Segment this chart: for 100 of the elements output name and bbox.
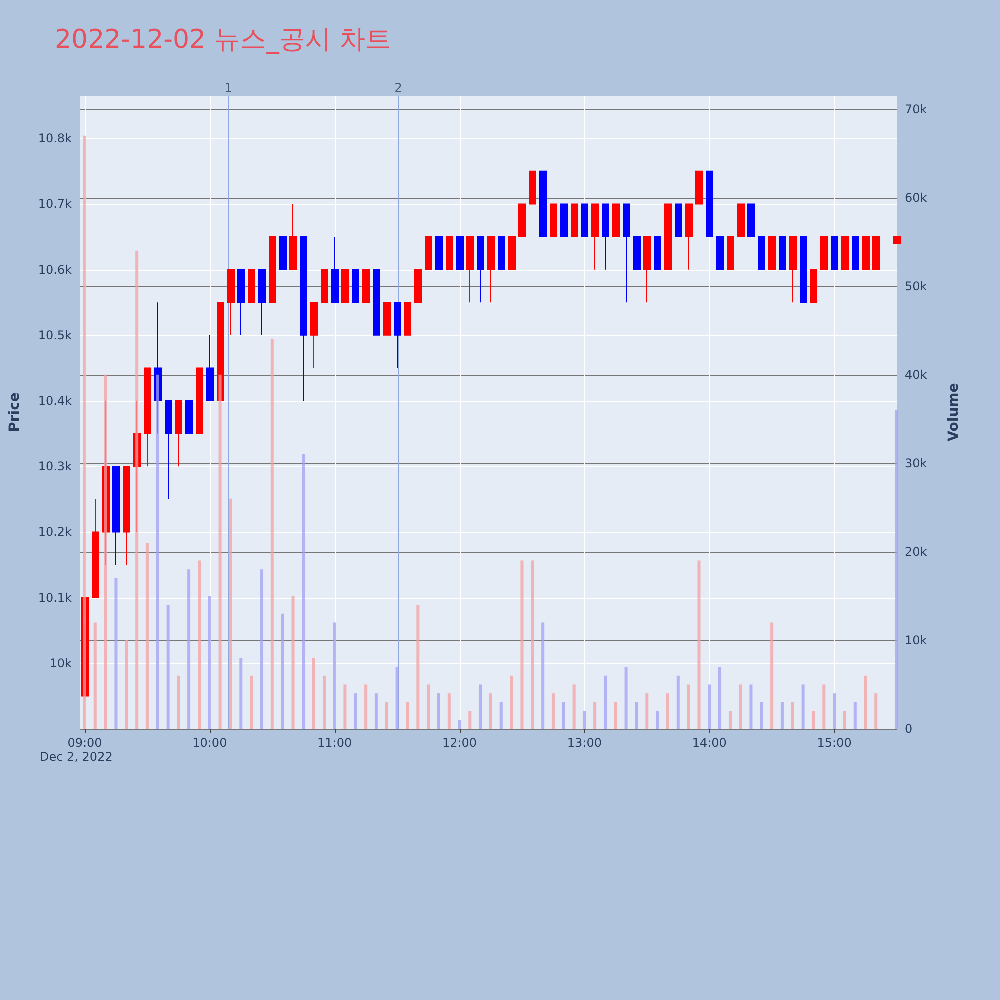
x-tick-label: 10:00	[192, 736, 228, 750]
bar	[812, 711, 816, 729]
bar	[594, 702, 597, 729]
bar	[229, 498, 232, 729]
x-tick-label: 15:00	[817, 736, 852, 750]
candlestick	[716, 236, 724, 270]
y-tick-label: 10.1k	[38, 590, 72, 605]
bar	[510, 676, 514, 729]
candlestick	[425, 236, 432, 270]
bar	[468, 711, 472, 729]
x-tick-label: 13:00	[567, 736, 602, 750]
candlestick	[446, 236, 453, 270]
bar	[646, 694, 649, 729]
bar	[385, 702, 388, 729]
bar	[780, 702, 784, 729]
bar	[292, 596, 295, 729]
y-tick-label: 10.2k	[38, 525, 72, 540]
y2-tick-label: 30k	[905, 456, 928, 470]
bar	[354, 694, 358, 729]
bar	[624, 667, 628, 729]
bar	[83, 136, 86, 729]
bar	[635, 702, 638, 729]
bar	[698, 560, 701, 729]
candlestick	[352, 269, 359, 304]
bar	[218, 374, 222, 729]
bar	[322, 676, 326, 729]
bar	[125, 640, 128, 729]
candlestick	[654, 236, 661, 270]
candlestick	[185, 400, 193, 434]
candlestick	[612, 204, 620, 238]
candlestick	[466, 236, 474, 304]
bar	[583, 711, 586, 729]
bar	[520, 560, 524, 729]
candlestick	[591, 204, 599, 270]
candlestick	[175, 400, 182, 468]
bar	[500, 702, 503, 729]
y2-axis-title: Volume	[946, 383, 962, 442]
bar	[770, 622, 774, 729]
candlestick	[237, 269, 245, 336]
bar	[843, 711, 846, 729]
bar	[302, 454, 306, 729]
y-tick-label: 10.6k	[38, 262, 72, 277]
bar	[364, 684, 368, 729]
chart-title: 2022-12-02 뉴스_공시 차트	[55, 25, 392, 55]
bar	[240, 658, 243, 729]
candlestick	[862, 236, 870, 270]
candlestick	[279, 236, 287, 270]
candlestick	[852, 236, 859, 270]
candlestick	[747, 204, 755, 238]
bar	[896, 410, 898, 729]
y2-tick-label: 50k	[905, 279, 928, 294]
y-tick-label: 10.7k	[38, 197, 72, 212]
bar	[614, 702, 618, 729]
candlestick	[144, 368, 151, 468]
candlestick	[331, 236, 339, 304]
candlestick	[248, 269, 255, 304]
candlestick	[779, 236, 786, 270]
x-tick-label: 12:00	[442, 736, 478, 750]
bar	[188, 570, 191, 729]
candlestick	[487, 236, 495, 304]
bar	[208, 596, 212, 729]
candlestick	[643, 236, 651, 304]
candlestick	[560, 204, 568, 238]
bar	[312, 658, 316, 729]
candlestick	[789, 236, 797, 304]
candlestick	[539, 170, 547, 238]
bar	[874, 694, 878, 729]
bar	[791, 702, 794, 729]
y2-tick-label: 70k	[905, 102, 928, 116]
candlestick	[685, 204, 693, 270]
candlestick	[269, 236, 276, 304]
y-tick-label: 10.5k	[38, 328, 72, 342]
y-tick-label: 10.8k	[38, 132, 72, 146]
bar	[562, 702, 566, 729]
bar	[270, 339, 274, 729]
candlestick	[675, 204, 682, 238]
bar	[114, 578, 118, 729]
text: Dec 2, 2022	[40, 750, 113, 764]
bar	[604, 676, 608, 729]
candlestick	[404, 302, 411, 336]
bar	[260, 570, 264, 729]
candlestick	[518, 204, 526, 238]
candlestick	[571, 204, 578, 238]
candlestick	[477, 236, 484, 304]
candlestick	[92, 498, 99, 598]
candlestick	[456, 236, 464, 270]
bar	[833, 694, 836, 729]
bar	[687, 684, 690, 729]
bar	[728, 711, 732, 729]
bar	[344, 684, 347, 729]
bar	[822, 684, 826, 729]
candlestick	[820, 236, 828, 270]
candlestick	[727, 236, 734, 270]
bar	[572, 684, 576, 729]
bar	[479, 684, 482, 729]
bar	[458, 720, 462, 729]
bar	[166, 605, 170, 729]
x-tick-label: 09:00	[68, 736, 102, 750]
candlestick	[529, 170, 536, 205]
candlestick	[706, 170, 713, 238]
